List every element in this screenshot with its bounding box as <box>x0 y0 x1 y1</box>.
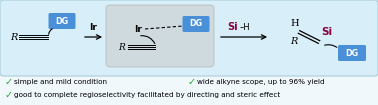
Text: DG: DG <box>56 16 68 26</box>
Text: good to complete regioselectivity facilitated by directing and steric effect: good to complete regioselectivity facili… <box>14 92 280 98</box>
Text: Si: Si <box>321 27 333 37</box>
FancyBboxPatch shape <box>0 0 378 76</box>
FancyBboxPatch shape <box>48 13 76 29</box>
Text: ✓: ✓ <box>188 77 196 87</box>
Text: DG: DG <box>189 20 203 28</box>
Text: R: R <box>10 33 18 41</box>
Text: R: R <box>290 37 298 47</box>
Text: Ir: Ir <box>134 24 142 33</box>
FancyBboxPatch shape <box>106 5 214 67</box>
Text: ✓: ✓ <box>5 77 13 87</box>
Text: H: H <box>291 18 299 28</box>
Text: DG: DG <box>345 49 359 58</box>
Text: ✓: ✓ <box>5 90 13 100</box>
Text: wide alkyne scope, up to 96% yield: wide alkyne scope, up to 96% yield <box>197 79 325 85</box>
Text: Ir: Ir <box>89 23 97 32</box>
Text: R: R <box>119 43 125 51</box>
Text: –H: –H <box>240 22 251 32</box>
FancyBboxPatch shape <box>338 45 366 61</box>
Text: Si: Si <box>228 22 238 32</box>
FancyBboxPatch shape <box>183 16 209 32</box>
Text: simple and mild condition: simple and mild condition <box>14 79 107 85</box>
